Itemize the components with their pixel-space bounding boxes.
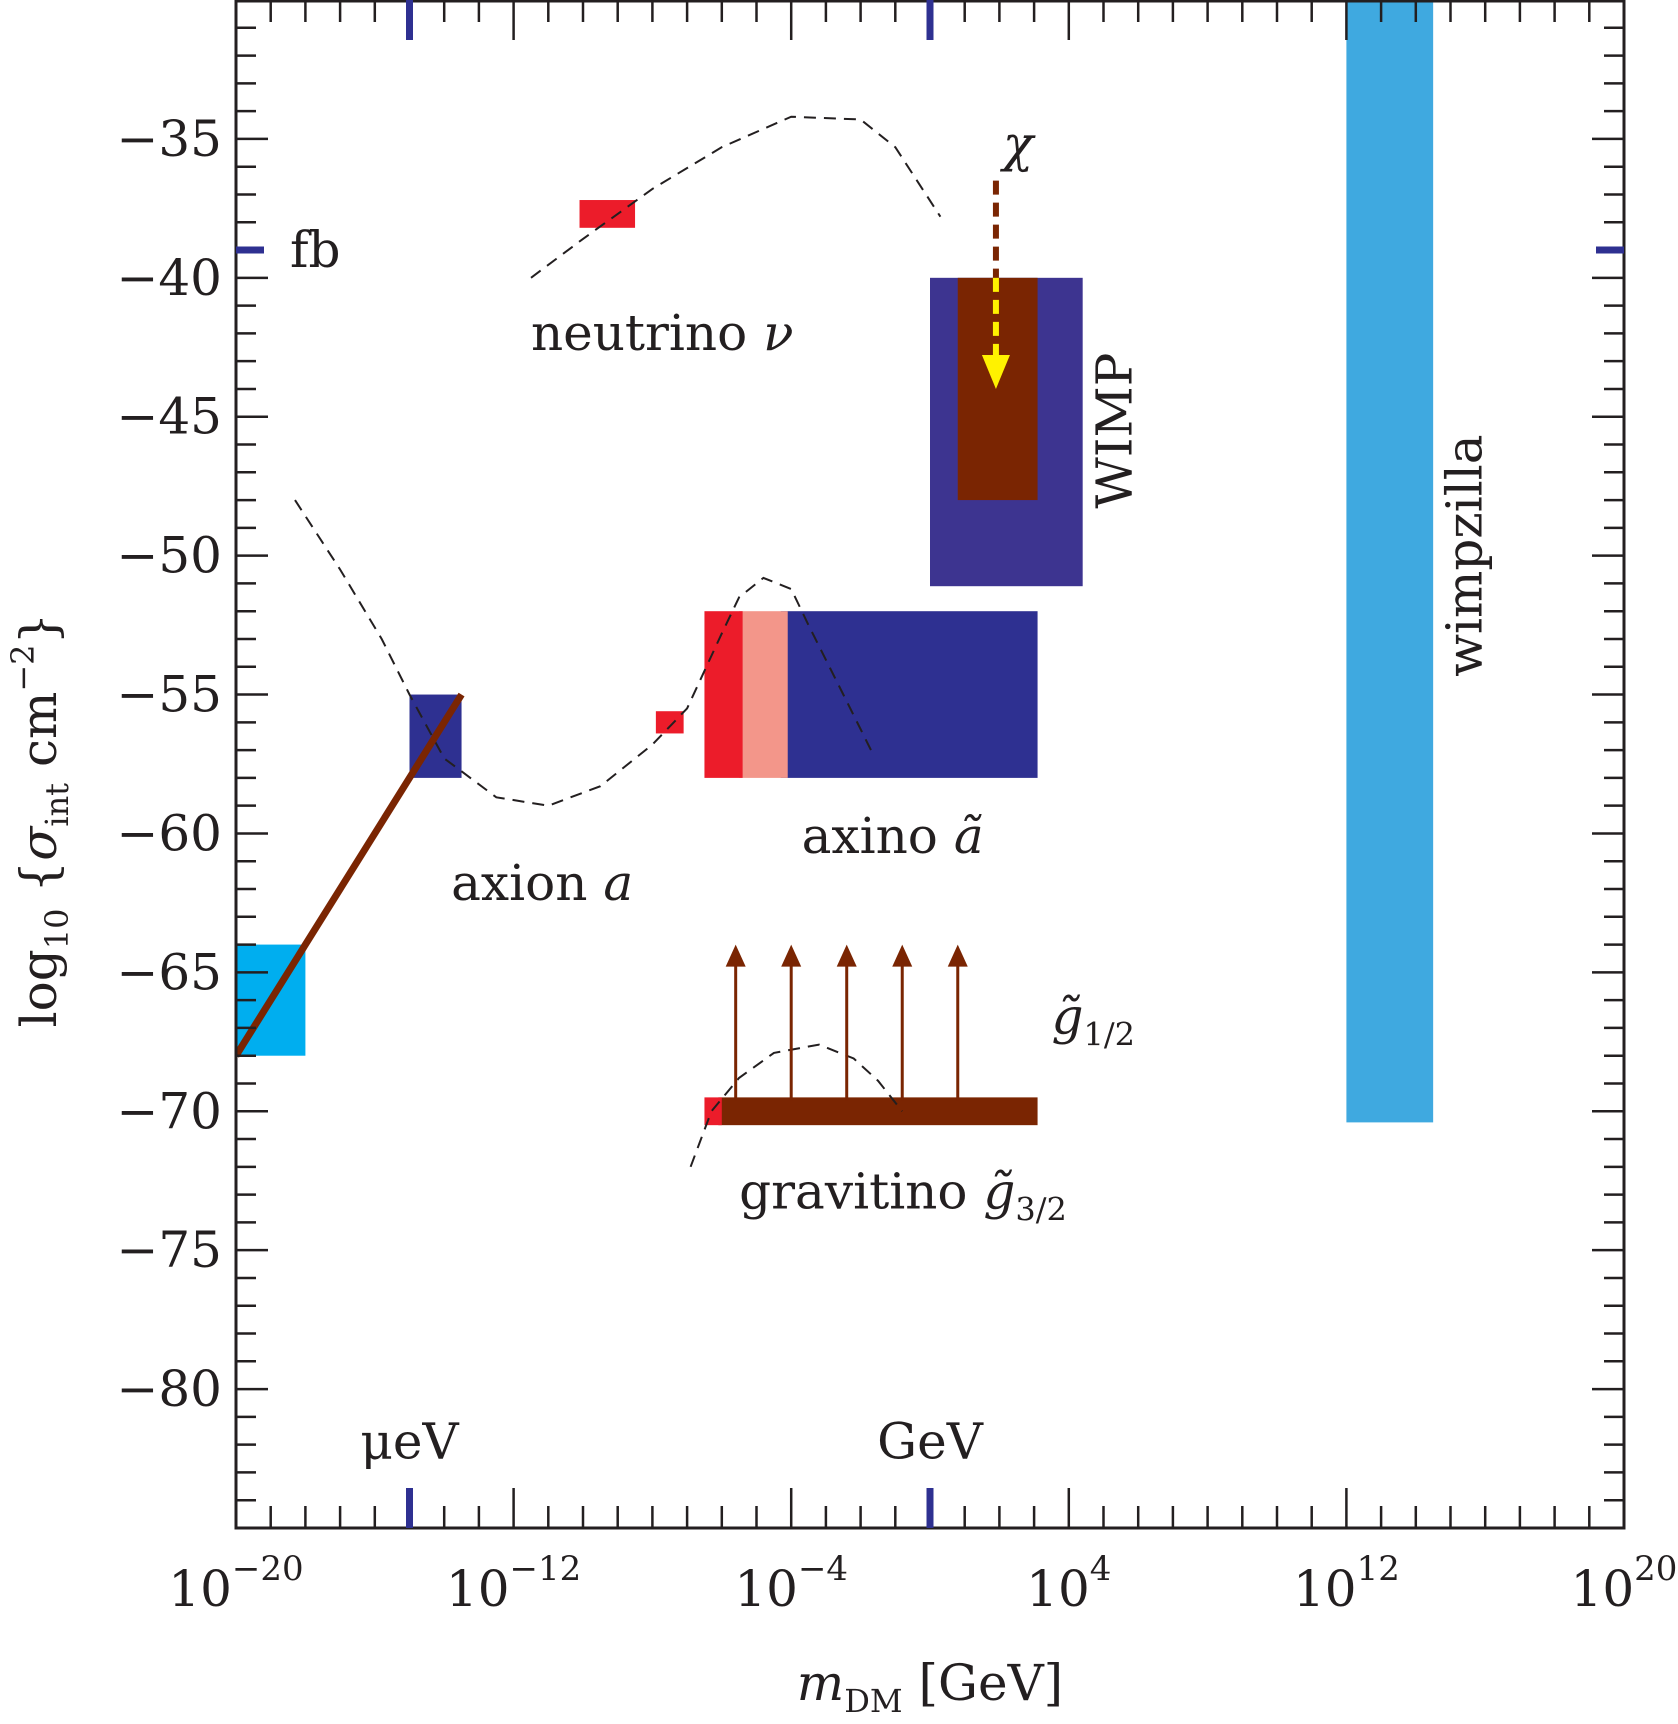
y-tick-label: −60 [116,804,222,862]
chi-label: χ [1000,115,1036,173]
wimpzilla-label: wimpzilla [1436,434,1494,676]
gravitino-up-arrow-head [836,944,857,967]
y-tick-label: −80 [116,1360,222,1418]
y-tick-label: −70 [116,1082,222,1140]
wimp-inner-region [957,277,1038,501]
x-axis-label: mDM [GeV] [797,1654,1063,1720]
axion-curve [294,499,872,807]
gravitino-up-arrow-head [947,944,968,967]
x-tick-label: 10−4 [734,1549,848,1618]
ref-label-fb: fb [290,221,341,279]
y-tick-label: −45 [116,388,222,446]
gravitino-curve [689,1043,903,1168]
wimp-label: WIMP [1085,353,1143,509]
labels-layer: μeV GeV fb −35 −40 −45 −50 −55 −60 −65 −70 −75 −80 10… [4,110,1677,1720]
gravitino-up-arrow-head [781,944,802,967]
x-tick-label: 1020 [1571,1549,1678,1618]
regions-layer [236,0,1434,1126]
y-tick-label: −35 [116,110,222,168]
axino-label: axino ã [802,807,984,865]
axino-blue-region [780,611,1038,778]
neutrino-curve [530,115,942,279]
wimpzilla-region [1346,0,1434,1123]
neutrino-label: neutrino ν [531,304,794,362]
neutrino-red-region [579,200,636,228]
x-tick-label: 10−12 [446,1549,581,1618]
y-tick-label: −50 [116,527,222,585]
ticks-layer [236,0,1624,1528]
gravitino-up-arrow-head [892,944,913,967]
ref-label: μeV [360,1413,459,1471]
axino-pink-region [739,611,788,778]
y-tick-label: −55 [116,666,222,724]
gravitino-bar-region [718,1097,1038,1126]
gravitino-half-label: g̃1/2 [1051,987,1135,1053]
x-tick-label: 104 [1026,1549,1111,1618]
y-tick-label: −40 [116,249,222,307]
small-red-region [655,711,684,734]
ref-label: GeV [877,1413,984,1471]
gravitino-up-arrow-head [725,944,746,967]
axion-line [236,692,465,1058]
x-tick-label: 1012 [1293,1549,1400,1618]
x-tick-label: 10−20 [168,1549,303,1618]
gravitino-label: gravitino g̃3/2 [739,1163,1067,1229]
y-axis-label: log10 {σint cm−2} [4,613,76,1028]
curves-layer [236,115,1010,1168]
y-tick-label: −75 [116,1221,222,1279]
y-tick-label: −65 [116,943,222,1001]
chi-arrow-head [981,354,1010,389]
axion-label: axion a [451,854,633,912]
axino-red-region [704,611,743,778]
